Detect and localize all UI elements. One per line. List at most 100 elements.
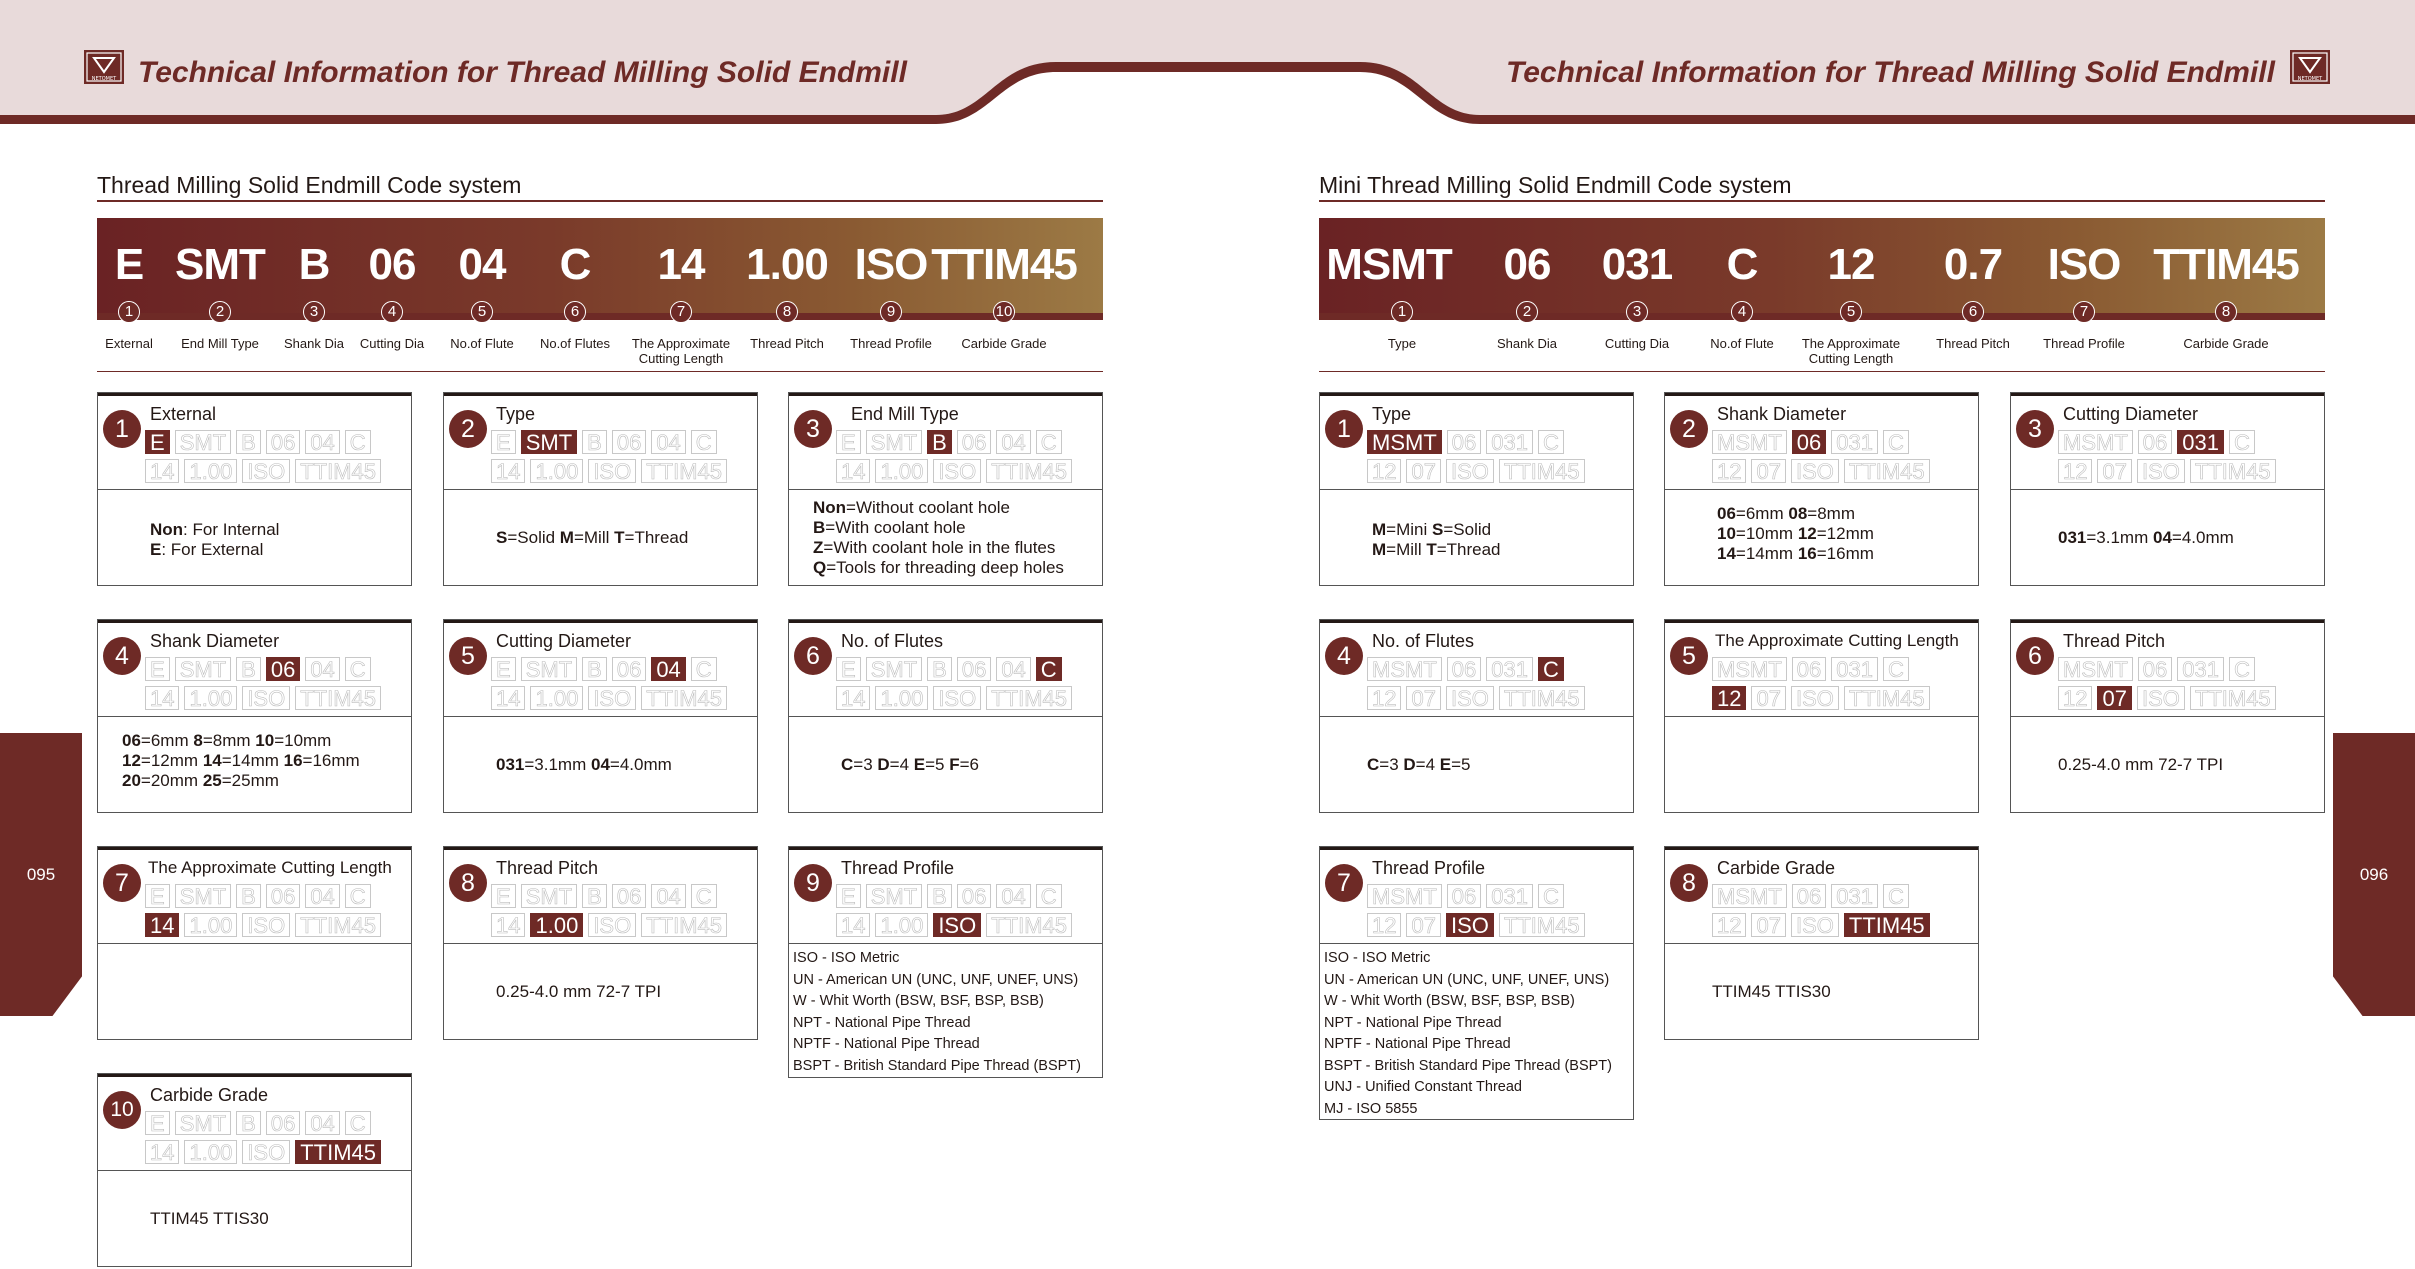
code-label: Thread Profile xyxy=(850,336,932,351)
code-token: 06 xyxy=(1446,430,1482,455)
box-description: TTIM45 TTIS30 xyxy=(98,1171,411,1266)
code-token-row: E SMT B 06 04 C xyxy=(491,657,717,682)
code-token: 1.00 xyxy=(184,1140,238,1165)
list-item: NPTF - National Pipe Thread xyxy=(1324,1036,1511,1052)
code-token: 04 xyxy=(996,884,1031,909)
code-token: E xyxy=(836,430,861,455)
code-token: 1.00 xyxy=(530,913,584,938)
list-item: W - Whit Worth (BSW, BSF, BSP, BSB) xyxy=(793,993,1044,1009)
code-token: SMT xyxy=(520,884,578,909)
code-token: 1.00 xyxy=(184,913,238,938)
code-token: B xyxy=(582,430,607,455)
code-system-section-left: Thread Milling Solid Endmill Code system… xyxy=(97,172,1103,382)
box-number-badge: 8 xyxy=(1670,864,1708,902)
code-token: TTIM45 xyxy=(1843,459,1930,484)
code-token: MSMT xyxy=(2058,430,2133,455)
code-token: 1.00 xyxy=(184,686,238,711)
code-token-row: E SMT B 06 04 C xyxy=(145,657,371,682)
section-title: Mini Thread Milling Solid Endmill Code s… xyxy=(1319,172,2325,202)
code-label: Carbide Grade xyxy=(2183,336,2269,351)
code-token: C xyxy=(2228,657,2255,682)
code-segment: E xyxy=(114,240,144,289)
box-description: 0.25-4.0 mm 72-7 TPI xyxy=(2011,717,2324,812)
code-number-marker: 6 xyxy=(564,301,586,323)
code-token: E xyxy=(491,657,516,682)
description-text: 031=3.1mm 04=4.0mm xyxy=(496,755,672,774)
code-label: Cutting Dia xyxy=(1604,336,1670,351)
page-number-right: 096 xyxy=(2333,733,2415,1016)
code-token: 07 xyxy=(1406,459,1441,484)
code-token: 04 xyxy=(651,884,686,909)
box-description: 06=6mm 8=8mm 10=10mm 12=12mm 14=14mm 16=… xyxy=(98,717,411,812)
code-number-marker: 4 xyxy=(1731,301,1753,323)
code-token: ISO xyxy=(588,459,637,484)
box-title: No. of Flutes xyxy=(1372,631,1475,651)
code-token: MSMT xyxy=(1367,884,1442,909)
svg-text:NETOMET: NETOMET xyxy=(2298,76,2323,82)
code-token: ISO xyxy=(933,913,982,938)
code-detail-box: 2 Type E SMT B 06 04 C 14 1.00 ISO TTIM45 S=Solid M=… xyxy=(443,392,758,586)
code-token: C xyxy=(1882,430,1909,455)
list-item: UNJ - Unified Constant Thread xyxy=(1324,1079,1522,1095)
code-label: No.of Flutes xyxy=(539,336,611,351)
code-token-row: MSMT 06 031 C xyxy=(1712,884,1909,909)
code-token: ISO xyxy=(933,686,982,711)
code-token: 12 xyxy=(1367,686,1402,711)
list-item: UN - American UN (UNC, UNF, UNEF, UNS) xyxy=(793,971,1079,988)
code-token: C xyxy=(690,884,717,909)
code-label: Carbide Grade xyxy=(961,336,1047,351)
code-number-marker: 4 xyxy=(381,301,403,323)
code-token: ISO xyxy=(242,686,291,711)
code-label: End Mill Type xyxy=(181,336,259,351)
code-token-row: E SMT B 06 04 C xyxy=(145,430,371,455)
code-label: No.of Flute xyxy=(1710,336,1774,351)
code-token-row: E SMT B 06 04 C xyxy=(836,430,1062,455)
box-title: Type xyxy=(496,404,536,424)
description-text: 031=3.1mm 04=4.0mm xyxy=(2058,528,2234,547)
code-detail-box: 5 The Approximate Cutting Length MSMT 06 031… xyxy=(1664,619,1979,813)
code-token-row: 14 1.00 ISO TTIM45 xyxy=(145,686,382,711)
box-description: C=3 D=4 E=5 F=6 xyxy=(789,717,1102,812)
box-title: Shank Diameter xyxy=(1717,404,1847,424)
box-number-badge: 1 xyxy=(103,410,141,448)
box-title: End Mill Type xyxy=(851,404,959,424)
code-detail-box: 2 Shank Diameter MSMT 06 031 C 12 07 ISO TTIM45 06… xyxy=(1664,392,1979,586)
box-description xyxy=(98,944,411,1039)
code-token-row: 14 1.00 ISO TTIM45 xyxy=(836,913,1073,938)
code-token-row: MSMT 06 031 C xyxy=(1367,657,1564,682)
code-label: The Approximate Cutting Length xyxy=(1801,336,1901,366)
code-token: TTIM45 xyxy=(1498,686,1585,711)
code-detail-header: 8 Thread Pitch E SMT B 06 04 C 14 1.00 ISO TTIM45 xyxy=(444,847,757,944)
box-title: Thread Profile xyxy=(841,858,955,878)
code-token: 031 xyxy=(1831,657,1878,682)
code-detail-header: 5 Cutting Diameter E SMT B 06 04 C 14 1.00 ISO TTIM… xyxy=(444,620,757,717)
code-token-row: 14 1.00 ISO TTIM45 xyxy=(145,1140,382,1165)
box-number-badge: 6 xyxy=(2016,637,2054,675)
code-segment: 031 xyxy=(1601,240,1673,289)
code-token: 07 xyxy=(1406,913,1441,938)
code-detail-header: 7 Thread Profile MSMT 06 031 C 12 07 ISO TTIM45 xyxy=(1320,847,1633,944)
list-item: BSPT - British Standard Pipe Thread (BSP… xyxy=(1324,1057,1612,1074)
code-token-row: 14 1.00 ISO TTIM45 xyxy=(836,459,1073,484)
code-token: 031 xyxy=(1486,884,1533,909)
code-detail-header: 9 Thread Profile E SMT B 06 04 C 14 1.00 ISO TTIM45 xyxy=(789,847,1102,944)
box-description: 0.25-4.0 mm 72-7 TPI xyxy=(444,944,757,1039)
code-token: 06 xyxy=(265,1111,301,1136)
code-token: 06 xyxy=(956,884,992,909)
code-token: TTIM45 xyxy=(641,686,728,711)
code-token: ISO xyxy=(1790,913,1839,938)
code-token: C xyxy=(1537,430,1564,455)
description-text: Non: For Internal E: For External xyxy=(150,520,280,559)
box-description: 031=3.1mm 04=4.0mm xyxy=(444,717,757,812)
code-labels: External End Mill Type Shank Dia Cutting Di… xyxy=(97,322,1103,372)
code-banner: MSMT 1 06 2 031 3 C 4 12 5 0.7 6 ISO 7 TTIM45 8 xyxy=(1319,218,2325,323)
code-token: C xyxy=(1882,657,1909,682)
code-token-row: MSMT 06 031 C xyxy=(1367,430,1564,455)
box-title: Cutting Diameter xyxy=(2063,404,2199,424)
description-text: TTIM45 TTIS30 xyxy=(1712,982,1831,1001)
box-number-badge: 4 xyxy=(1325,637,1363,675)
box-number-badge: 1 xyxy=(1325,410,1363,448)
code-token: ISO xyxy=(2136,459,2185,484)
box-description: M=Mini S=Solid M=Mill T=Thread xyxy=(1320,490,1633,585)
code-token: 1.00 xyxy=(530,459,584,484)
